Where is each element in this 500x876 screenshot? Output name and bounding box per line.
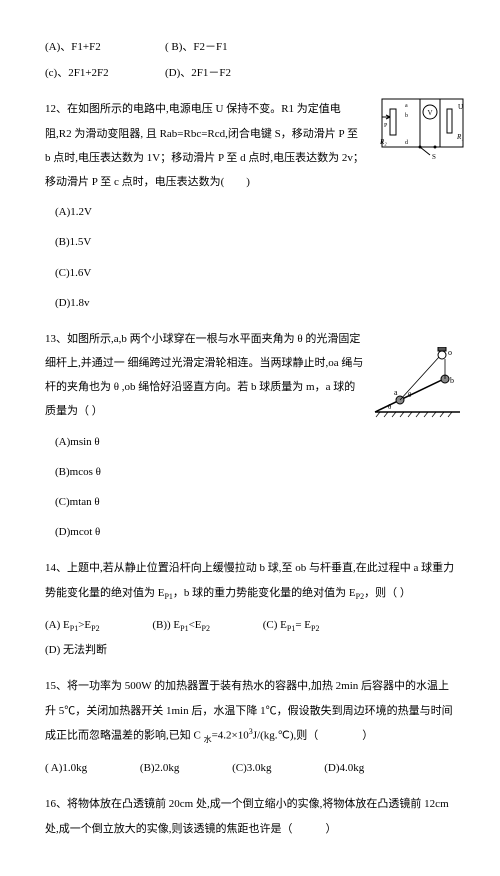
- q12-opt-a: (A)1.2V: [45, 200, 365, 224]
- q12-circuit-figure: V a b d P U R₁ R₂ S: [380, 97, 465, 162]
- svg-text:b: b: [450, 376, 454, 385]
- q11-opt-b: ( B)、F2－F1: [165, 35, 250, 59]
- q12-opt-d: (D)1.8v: [45, 291, 365, 315]
- q16-block: 16、将物体放在凸透镜前 20cm 处,成一个倒立缩小的实像,将物体放在凸透镜前…: [45, 792, 455, 840]
- q14-sub-p2a: P2: [356, 592, 364, 601]
- q13-text: 13、如图所示,a,b 两个小球穿在一根与水平面夹角为 θ 的光滑固定细杆上,并…: [45, 333, 363, 418]
- svg-text:R₂: R₂: [380, 138, 387, 146]
- svg-text:d: d: [405, 140, 408, 146]
- q12-opt-b: (B)1.5V: [45, 230, 365, 254]
- q13-block: 13、如图所示,a,b 两个小球穿在一根与水平面夹角为 θ 的光滑固定细杆上,并…: [45, 327, 455, 545]
- q13-opt-d: (D)mcot θ: [45, 520, 365, 544]
- q14-opt-b: (B)) EP1<EP2: [152, 613, 210, 638]
- q12-options: (A)1.2V (B)1.5V (C)1.6V (D)1.8v: [45, 200, 365, 315]
- svg-text:U: U: [458, 103, 463, 111]
- q12-opt-c: (C)1.6V: [45, 261, 365, 285]
- q15-sub-water: 水: [204, 735, 212, 744]
- q11-options-row1: (A)、F1+F2 ( B)、F2－F1: [45, 35, 455, 59]
- q13-opt-b: (B)mcos θ: [45, 460, 365, 484]
- q15-opt-b: (B)2.0kg: [140, 756, 179, 780]
- svg-text:S: S: [432, 153, 436, 161]
- q14-opt-c: (C) EP1= EP2: [263, 613, 320, 638]
- q12-block: 12、在如图所示的电路中,电源电压 U 保持不变。R1 为定值电阻,R2 为滑动…: [45, 97, 455, 315]
- q15-opt-a: ( A)1.0kg: [45, 756, 87, 780]
- q11-opt-a: (A)、F1+F2: [45, 35, 130, 59]
- q11-opt-d: (D)、2F1－F2: [165, 61, 250, 85]
- q15-opt-d: (D)4.0kg: [324, 756, 364, 780]
- q11-options-row2: (c)、2F1+2F2 (D)、2F1－F2: [45, 61, 455, 85]
- q14-text2: ，b 球的重力势能变化量的绝对值为 E: [173, 587, 356, 599]
- q14-sub-p1a: P1: [164, 592, 172, 601]
- q15-text2: =4.2×10: [212, 729, 249, 741]
- q13-opt-a: (A)msin θ: [45, 430, 365, 454]
- q14-text3: ，则（ ）: [364, 587, 411, 599]
- q14-opt-a: (A) EP1>EP2: [45, 613, 100, 638]
- svg-text:o: o: [448, 348, 452, 357]
- q13-incline-figure: a b o θ θ: [370, 347, 465, 419]
- q15-opt-c: (C)3.0kg: [232, 756, 271, 780]
- q14-options: (A) EP1>EP2 (B)) EP1<EP2 (C) EP1= EP2 (D…: [45, 613, 455, 662]
- q12-text: 12、在如图所示的电路中,电源电压 U 保持不变。R1 为定值电阻,R2 为滑动…: [45, 103, 364, 188]
- q14-opt-d: (D) 无法判断: [45, 638, 107, 662]
- q16-text: 16、将物体放在凸透镜前 20cm 处,成一个倒立缩小的实像,将物体放在凸透镜前…: [45, 798, 449, 834]
- q15-text3: J/(kg.℃),则（ ）: [253, 729, 374, 741]
- q15-options: ( A)1.0kg (B)2.0kg (C)3.0kg (D)4.0kg: [45, 756, 455, 780]
- q13-options: (A)msin θ (B)mcos θ (C)mtan θ (D)mcot θ: [45, 430, 365, 545]
- q15-block: 15、将一功率为 500W 的加热器置于装有热水的容器中,加热 2min 后容器…: [45, 674, 455, 780]
- q11-opt-c: (c)、2F1+2F2: [45, 61, 130, 85]
- svg-text:R₁: R₁: [456, 133, 464, 141]
- svg-text:P: P: [384, 123, 388, 129]
- svg-text:a: a: [405, 103, 408, 109]
- q13-opt-c: (C)mtan θ: [45, 490, 365, 514]
- svg-text:V: V: [427, 109, 432, 117]
- q14-block: 14、上题中,若从静止位置沿杆向上缓慢拉动 b 球,至 ob 与杆垂直,在此过程…: [45, 556, 455, 662]
- svg-text:a: a: [394, 388, 398, 397]
- svg-text:b: b: [405, 113, 408, 119]
